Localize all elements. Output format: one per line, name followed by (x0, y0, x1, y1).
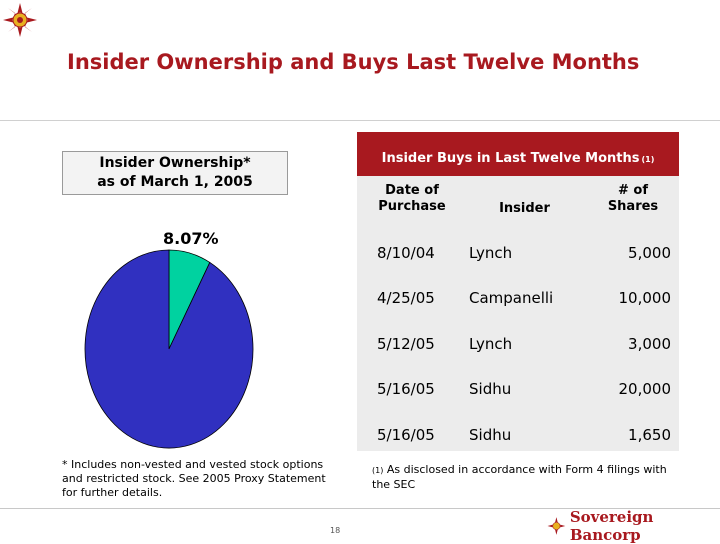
footnote-ownership: * Includes non-vested and vested stock o… (62, 458, 326, 499)
column-header-shares-line2: Shares (607, 199, 659, 214)
footnote-form4: (1) As disclosed in accordance with Form… (372, 463, 682, 492)
cell-shares: 1,650 (628, 426, 671, 444)
cell-insider: Lynch (469, 244, 513, 262)
brand-name: Sovereign Bancorp (569, 508, 654, 544)
cell-shares: 5,000 (628, 244, 671, 262)
cell-insider: Sidhu (469, 380, 512, 398)
cell-insider: Sidhu (469, 426, 512, 444)
cell-insider: Campanelli (469, 289, 554, 307)
footer-divider (0, 508, 720, 509)
cell-date: 8/10/04 (377, 244, 435, 262)
sovereign-emblem-icon (547, 517, 566, 535)
ownership-caption-box: Insider Ownership* as of March 1, 2005 (62, 151, 288, 195)
page-title: Insider Ownership and Buys Last Twelve M… (67, 50, 640, 74)
buys-table-title: Insider Buys in Last Twelve Months (381, 151, 640, 166)
cell-insider: Lynch (469, 335, 513, 353)
page-number: 18 (330, 526, 341, 535)
column-header-shares-line1: # of (617, 183, 648, 198)
cell-shares: 20,000 (618, 380, 672, 398)
cell-date: 4/25/05 (377, 289, 435, 307)
ownership-pie-chart (84, 249, 254, 449)
cell-date: 5/12/05 (377, 335, 435, 353)
ownership-caption-line1: Insider Ownership* (99, 155, 251, 171)
pie-slice-other (84, 249, 254, 449)
column-header-date: Date of Purchase (367, 183, 457, 215)
column-header-insider: Insider (499, 201, 550, 216)
pie-slice-label: 8.07% (163, 229, 219, 248)
footnote-form4-marker: (1) (372, 466, 384, 475)
column-header-shares: # of Shares (593, 183, 673, 215)
ownership-caption-line2: as of March 1, 2005 (97, 174, 253, 190)
cell-date: 5/16/05 (377, 380, 435, 398)
footer-brand: Sovereign Bancorp (547, 508, 720, 544)
column-header-date-line2: Purchase (378, 199, 446, 214)
buys-table-header: Insider Buys in Last Twelve Months (1) (357, 132, 679, 176)
buys-table-footnote-marker: (1) (641, 155, 655, 164)
column-header-date-line1: Date of (385, 183, 439, 198)
footnote-form4-text: As disclosed in accordance with Form 4 f… (372, 463, 667, 491)
sovereign-logo-icon (3, 3, 37, 37)
cell-date: 5/16/05 (377, 426, 435, 444)
cell-shares: 10,000 (618, 289, 672, 307)
title-divider (0, 120, 720, 121)
cell-shares: 3,000 (628, 335, 671, 353)
buys-table: Date of Purchase Insider # of Shares 8/1… (357, 176, 679, 451)
